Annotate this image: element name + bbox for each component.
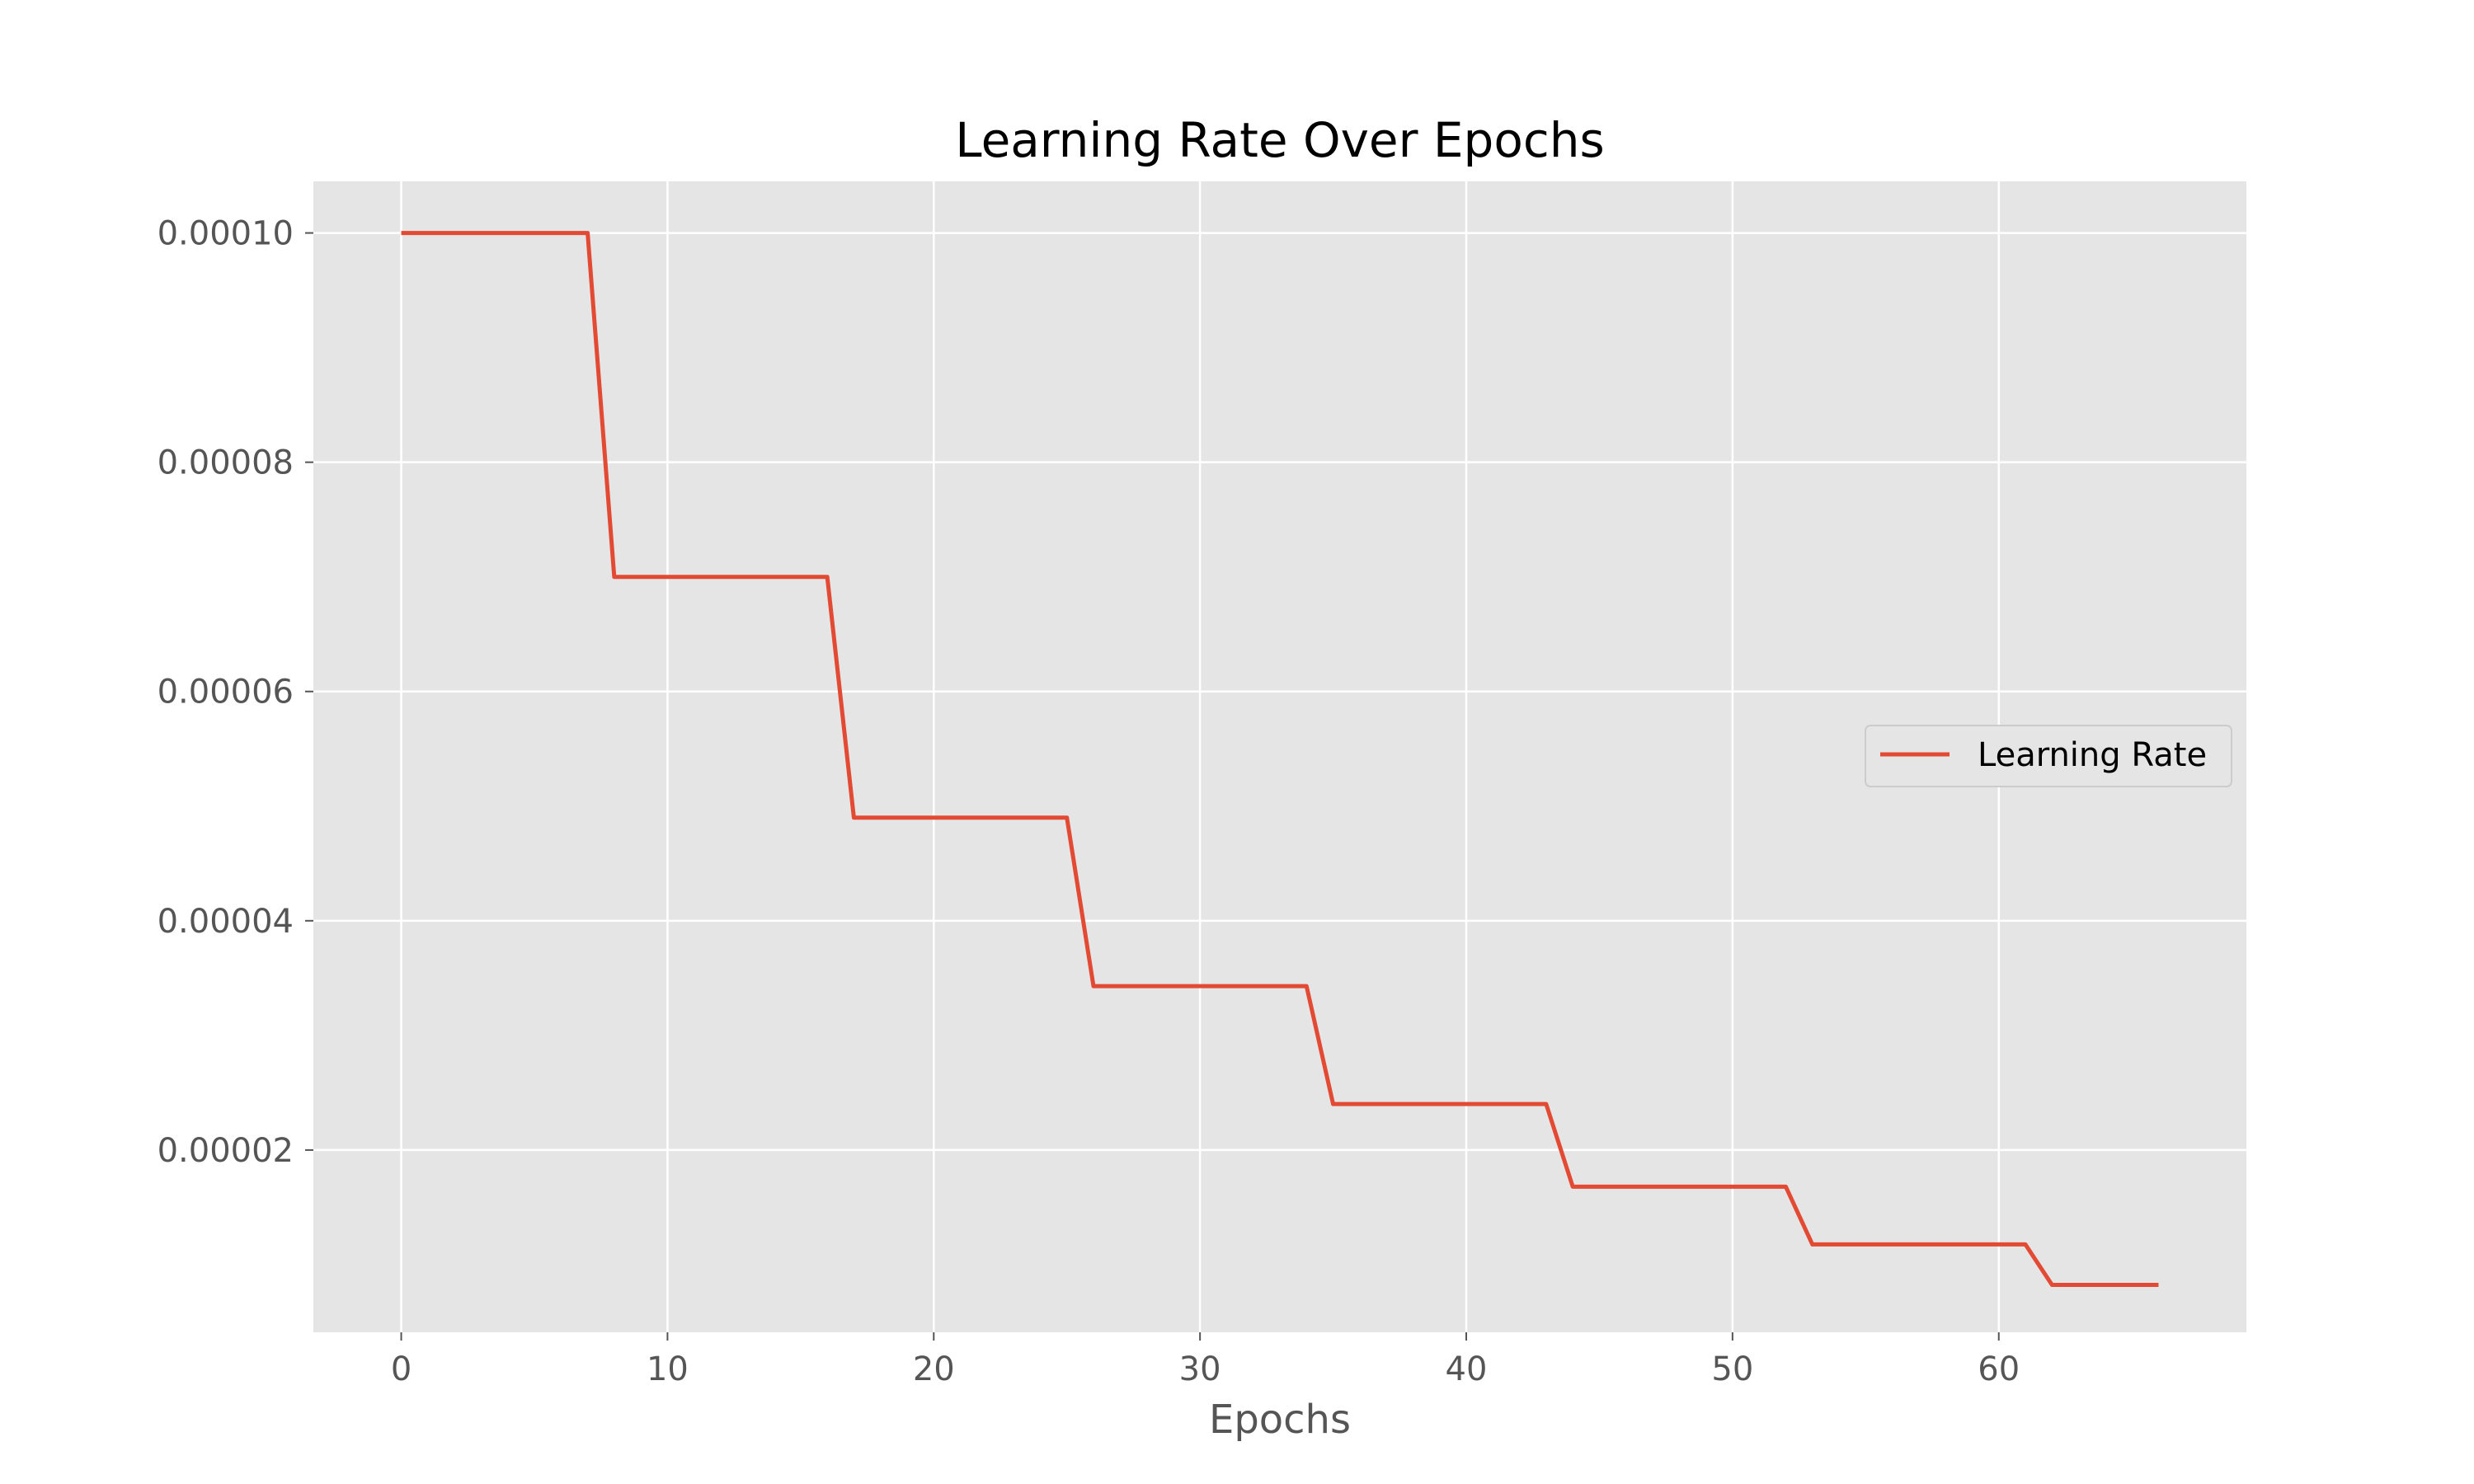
y-tick-label: 0.00004 [158,903,294,941]
chart-title: Learning Rate Over Epochs [955,112,1604,168]
x-tick-label: 50 [1711,1350,1753,1388]
y-tick-label: 0.00002 [158,1132,294,1170]
y-tick-label: 0.00008 [158,444,294,482]
legend-label-learning-rate: Learning Rate [1978,736,2207,774]
x-tick-label: 20 [913,1350,955,1388]
x-tick-label: 0 [391,1350,412,1388]
x-tick-label: 60 [1978,1350,2020,1388]
x-tick-label: 30 [1179,1350,1221,1388]
x-tick-label: 10 [647,1350,689,1388]
y-tick-label: 0.00006 [158,674,294,711]
series-layer [401,231,2159,1287]
series-line-learning-rate [401,231,2159,1287]
legend-box [1865,725,2232,787]
y-tick-label: 0.00010 [158,215,294,253]
legend: Learning Rate [1865,725,2232,787]
x-tick-label: 40 [1446,1350,1488,1388]
x-axis-label: Epochs [1209,1397,1351,1443]
axis-ticks: 0 10 20 30 40 50 60 0.00002 0.00004 0.00006 0.0000… [158,215,2020,1388]
